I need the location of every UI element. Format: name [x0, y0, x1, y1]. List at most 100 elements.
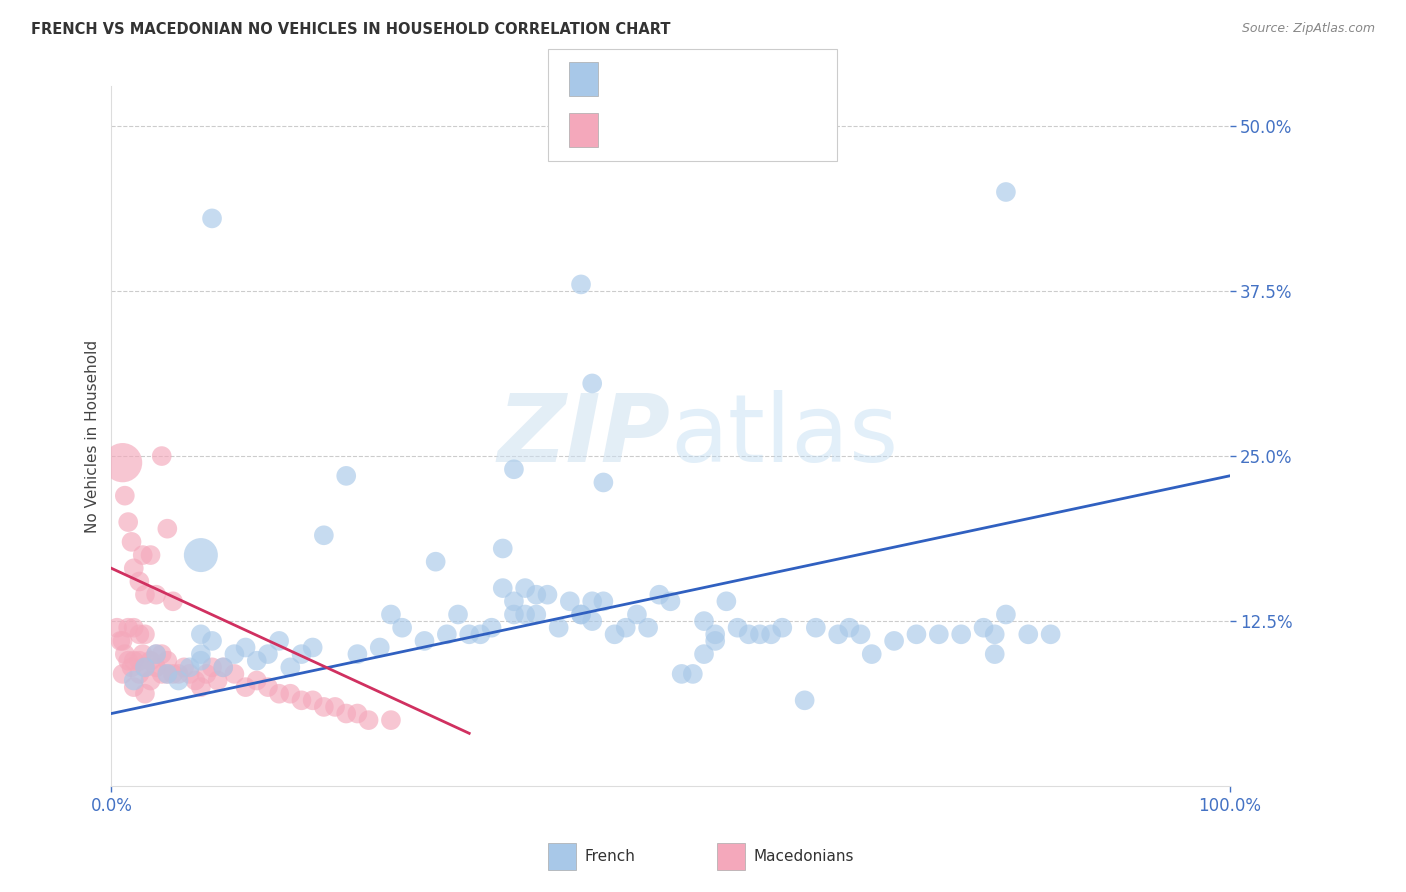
Text: French: French [585, 849, 636, 863]
Point [425, 555, 447, 569]
Text: R =: R = [609, 72, 643, 87]
Point [117, 621, 139, 635]
Point [269, 687, 291, 701]
Point [145, 647, 167, 661]
Point [727, 621, 749, 635]
Point [524, 607, 547, 622]
Point [224, 667, 246, 681]
Point [592, 475, 614, 490]
Point [503, 594, 526, 608]
Point [207, 673, 229, 688]
Point [139, 548, 162, 562]
Point [994, 607, 1017, 622]
Point [122, 673, 145, 688]
Point [659, 594, 682, 608]
Point [110, 634, 132, 648]
Point [167, 667, 190, 681]
Point [581, 614, 603, 628]
Point [470, 627, 492, 641]
Point [994, 185, 1017, 199]
Point [173, 660, 195, 674]
Point [122, 561, 145, 575]
Point [105, 621, 128, 635]
Point [111, 634, 134, 648]
Point [860, 647, 883, 661]
Point [114, 647, 136, 661]
Point [145, 588, 167, 602]
Point [114, 489, 136, 503]
Point [150, 449, 173, 463]
Point [301, 693, 323, 707]
Point [637, 621, 659, 635]
Point [547, 621, 569, 635]
Point [536, 588, 558, 602]
Point [134, 588, 156, 602]
Point [391, 621, 413, 635]
Point [503, 462, 526, 476]
Point [184, 673, 207, 688]
Point [569, 277, 592, 292]
Point [179, 667, 201, 681]
Point [128, 654, 150, 668]
Point [122, 621, 145, 635]
Point [134, 660, 156, 674]
Point [335, 468, 357, 483]
Point [346, 706, 368, 721]
Point [592, 594, 614, 608]
Text: 63: 63 [749, 123, 770, 137]
Point [269, 634, 291, 648]
Point [201, 660, 224, 674]
Point [145, 660, 167, 674]
Point [212, 660, 235, 674]
Point [190, 627, 212, 641]
Point [156, 654, 179, 668]
Point [436, 627, 458, 641]
Point [312, 528, 335, 542]
Point [278, 687, 301, 701]
Point [150, 647, 173, 661]
Point [983, 647, 1005, 661]
Point [195, 667, 218, 681]
Point [139, 673, 162, 688]
Point [458, 627, 481, 641]
Point [704, 634, 727, 648]
Text: N =: N = [714, 72, 748, 87]
Point [132, 548, 155, 562]
Point [492, 581, 515, 595]
Point [503, 607, 526, 622]
Text: R =: R = [609, 123, 643, 137]
Point [614, 621, 637, 635]
Point [558, 594, 581, 608]
Point [145, 647, 167, 661]
Text: N =: N = [714, 123, 748, 137]
Point [121, 534, 143, 549]
Text: FRENCH VS MACEDONIAN NO VEHICLES IN HOUSEHOLD CORRELATION CHART: FRENCH VS MACEDONIAN NO VEHICLES IN HOUS… [31, 22, 671, 37]
Point [569, 607, 592, 622]
Point [804, 621, 827, 635]
Point [278, 660, 301, 674]
Point [290, 693, 312, 707]
Point [368, 640, 391, 655]
Point [134, 660, 156, 674]
Point [156, 667, 179, 681]
Point [581, 594, 603, 608]
Point [1039, 627, 1062, 641]
Point [693, 647, 716, 661]
Point [235, 680, 257, 694]
Point [122, 680, 145, 694]
Point [117, 515, 139, 529]
Point [827, 627, 849, 641]
Point [770, 621, 793, 635]
Point [738, 627, 761, 641]
Point [346, 647, 368, 661]
Point [179, 660, 201, 674]
Point [323, 700, 346, 714]
Point [132, 647, 155, 661]
Point [704, 627, 727, 641]
Point [128, 627, 150, 641]
Point [134, 627, 156, 641]
Point [156, 522, 179, 536]
Point [716, 594, 738, 608]
Point [682, 667, 704, 681]
Point [671, 667, 693, 681]
